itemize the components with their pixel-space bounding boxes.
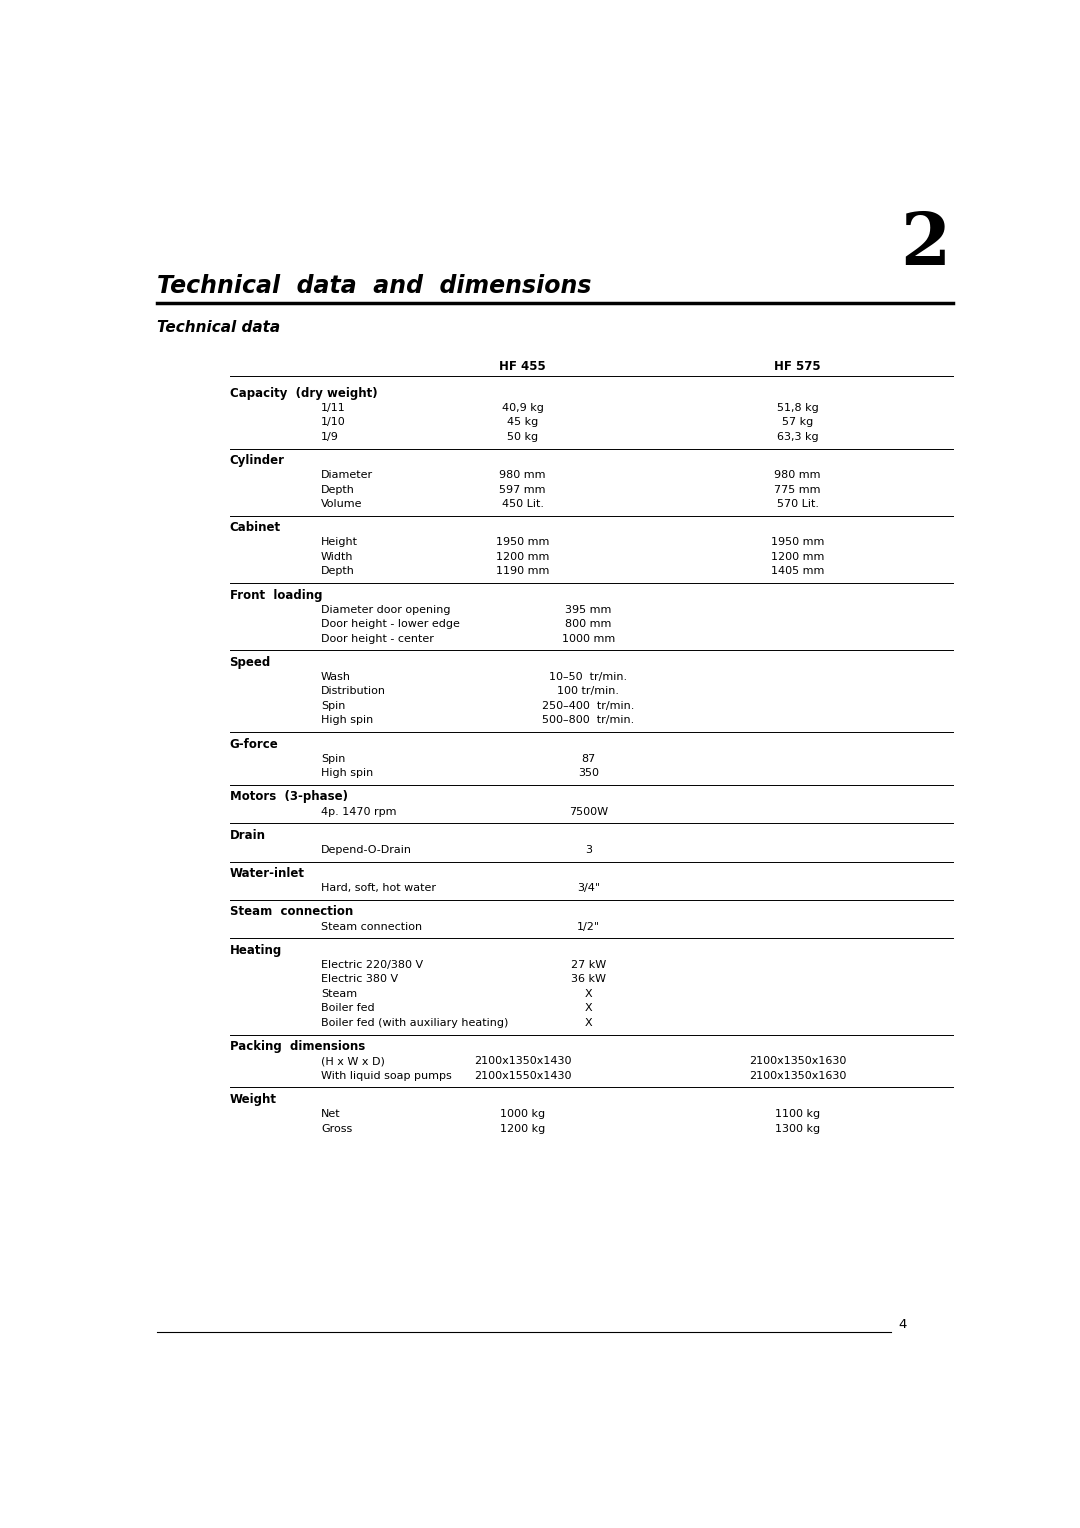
Text: 87: 87 (581, 753, 595, 764)
Text: 2100x1350x1630: 2100x1350x1630 (748, 1056, 847, 1067)
Text: 2100x1550x1430: 2100x1550x1430 (474, 1071, 571, 1080)
Text: 10–50  tr/min.: 10–50 tr/min. (550, 672, 627, 681)
Text: 597 mm: 597 mm (499, 484, 545, 495)
Text: 450 Lit.: 450 Lit. (501, 500, 543, 509)
Text: Door height - lower edge: Door height - lower edge (321, 619, 460, 630)
Text: 350: 350 (578, 769, 599, 778)
Text: 4: 4 (899, 1319, 907, 1331)
Text: 1405 mm: 1405 mm (771, 567, 824, 576)
Text: Heating: Heating (230, 944, 282, 957)
Text: 250–400  tr/min.: 250–400 tr/min. (542, 701, 635, 711)
Text: 1190 mm: 1190 mm (496, 567, 550, 576)
Text: Technical  data  and  dimensions: Technical data and dimensions (157, 274, 591, 298)
Text: Width: Width (321, 552, 353, 562)
Text: Front  loading: Front loading (230, 588, 322, 602)
Text: HF 575: HF 575 (774, 361, 821, 373)
Text: Door height - center: Door height - center (321, 634, 434, 643)
Text: Spin: Spin (321, 701, 346, 711)
Text: 1950 mm: 1950 mm (771, 538, 824, 547)
Text: X: X (584, 989, 592, 999)
Text: 980 mm: 980 mm (774, 471, 821, 480)
Text: Capacity  (dry weight): Capacity (dry weight) (230, 387, 377, 400)
Text: Steam connection: Steam connection (321, 921, 422, 932)
Text: 45 kg: 45 kg (507, 417, 538, 428)
Text: Spin: Spin (321, 753, 346, 764)
Text: Drain: Drain (230, 828, 266, 842)
Text: Motors  (3-phase): Motors (3-phase) (230, 790, 348, 804)
Text: 570 Lit.: 570 Lit. (777, 500, 819, 509)
Text: Boiler fed (with auxiliary heating): Boiler fed (with auxiliary heating) (321, 1018, 509, 1028)
Text: 1000 mm: 1000 mm (562, 634, 615, 643)
Text: Cylinder: Cylinder (230, 454, 284, 468)
Text: 1000 kg: 1000 kg (500, 1109, 545, 1118)
Text: Diameter: Diameter (321, 471, 373, 480)
Text: Depth: Depth (321, 484, 355, 495)
Text: 27 kW: 27 kW (570, 960, 606, 970)
Text: 36 kW: 36 kW (571, 975, 606, 984)
Text: Depth: Depth (321, 567, 355, 576)
Text: 1300 kg: 1300 kg (775, 1123, 820, 1134)
Text: Water-inlet: Water-inlet (230, 866, 305, 880)
Text: With liquid soap pumps: With liquid soap pumps (321, 1071, 451, 1080)
Text: 3/4": 3/4" (577, 883, 599, 894)
Text: Wash: Wash (321, 672, 351, 681)
Text: Depend-O-Drain: Depend-O-Drain (321, 845, 411, 856)
Text: High spin: High spin (321, 769, 374, 778)
Text: X: X (584, 1018, 592, 1028)
Text: 1/11: 1/11 (321, 403, 346, 413)
Text: 500–800  tr/min.: 500–800 tr/min. (542, 715, 635, 726)
Text: Weight: Weight (230, 1093, 276, 1106)
Text: Net: Net (321, 1109, 340, 1118)
Text: 2100x1350x1630: 2100x1350x1630 (748, 1071, 847, 1080)
Text: X: X (584, 1004, 592, 1013)
Text: Steam  connection: Steam connection (230, 906, 353, 918)
Text: Electric 380 V: Electric 380 V (321, 975, 399, 984)
Text: 1200 mm: 1200 mm (496, 552, 550, 562)
Text: Electric 220/380 V: Electric 220/380 V (321, 960, 423, 970)
Text: 4p. 1470 rpm: 4p. 1470 rpm (321, 807, 396, 816)
Text: 775 mm: 775 mm (774, 484, 821, 495)
Text: 1/9: 1/9 (321, 432, 339, 442)
Text: Technical data: Technical data (157, 321, 280, 336)
Text: 1/2": 1/2" (577, 921, 599, 932)
Text: 50 kg: 50 kg (507, 432, 538, 442)
Text: 395 mm: 395 mm (565, 605, 611, 614)
Text: 40,9 kg: 40,9 kg (501, 403, 543, 413)
Text: High spin: High spin (321, 715, 374, 726)
Text: Cabinet: Cabinet (230, 521, 281, 535)
Text: 1200 mm: 1200 mm (771, 552, 824, 562)
Text: 1/10: 1/10 (321, 417, 346, 428)
Text: Packing  dimensions: Packing dimensions (230, 1041, 365, 1053)
Text: 800 mm: 800 mm (565, 619, 611, 630)
Text: (H x W x D): (H x W x D) (321, 1056, 384, 1067)
Text: 2: 2 (900, 209, 950, 280)
Text: 2100x1350x1430: 2100x1350x1430 (474, 1056, 571, 1067)
Text: 7500W: 7500W (569, 807, 608, 816)
Text: 3: 3 (585, 845, 592, 856)
Text: 57 kg: 57 kg (782, 417, 813, 428)
Text: 1100 kg: 1100 kg (775, 1109, 820, 1118)
Text: 51,8 kg: 51,8 kg (777, 403, 819, 413)
Text: 1950 mm: 1950 mm (496, 538, 550, 547)
Text: Height: Height (321, 538, 357, 547)
Text: Hard, soft, hot water: Hard, soft, hot water (321, 883, 436, 894)
Text: Diameter door opening: Diameter door opening (321, 605, 450, 614)
Text: 63,3 kg: 63,3 kg (777, 432, 819, 442)
Text: 1200 kg: 1200 kg (500, 1123, 545, 1134)
Text: HF 455: HF 455 (499, 361, 545, 373)
Text: Speed: Speed (230, 656, 271, 669)
Text: Steam: Steam (321, 989, 357, 999)
Text: 100 tr/min.: 100 tr/min. (557, 686, 619, 697)
Text: Gross: Gross (321, 1123, 352, 1134)
Text: Volume: Volume (321, 500, 363, 509)
Text: Boiler fed: Boiler fed (321, 1004, 375, 1013)
Text: 980 mm: 980 mm (499, 471, 545, 480)
Text: G-force: G-force (230, 738, 279, 750)
Text: Distribution: Distribution (321, 686, 386, 697)
